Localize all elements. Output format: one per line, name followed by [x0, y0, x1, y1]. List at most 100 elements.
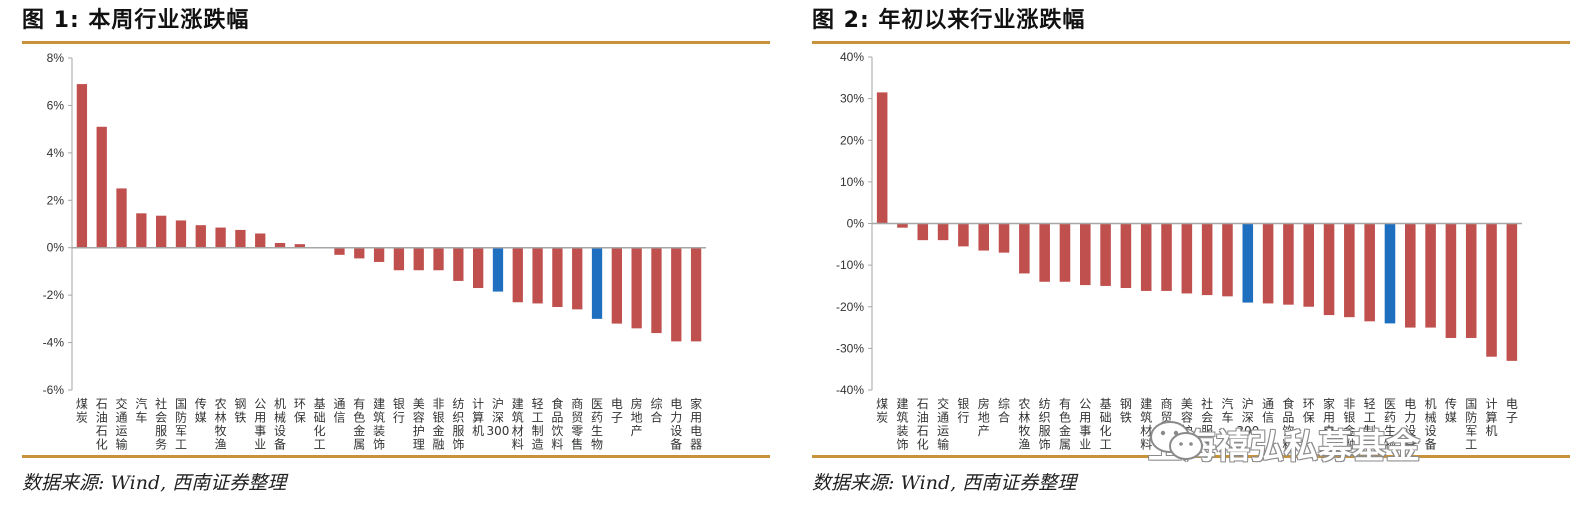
chart-1-top-rule	[22, 41, 770, 44]
bar-交通运输	[937, 223, 949, 241]
x-tick-label: 交通运输	[116, 396, 128, 452]
x-tick-text: 电力设备	[1404, 397, 1416, 452]
bar-轻工制造	[1364, 223, 1375, 322]
x-tick-text: 钢铁	[234, 397, 246, 425]
x-tick-text: 环保	[294, 397, 306, 425]
x-tick-text: 纺织服饰	[452, 397, 464, 452]
bar-煤炭	[76, 84, 88, 248]
x-tick-text: 机械设备	[1425, 397, 1437, 452]
x-tick-label: 电子	[1506, 397, 1518, 425]
bar-汽车	[136, 213, 147, 248]
x-tick-label: 建筑材料	[512, 397, 524, 452]
y-tick-label: 20%	[840, 133, 864, 147]
bar-有色金属	[354, 247, 365, 259]
x-tick-text: 社会服务	[155, 396, 167, 452]
x-tick-label: 综合	[650, 397, 662, 425]
x-tick-label: 有色金属	[353, 397, 365, 452]
bar-传媒	[195, 225, 206, 248]
chart-2-top-rule	[812, 41, 1570, 44]
x-tick-label: 煤炭	[876, 397, 888, 425]
x-tick-label: 医药生物	[591, 397, 603, 452]
x-tick-label: 家用电器	[690, 396, 702, 452]
bar-公用事业	[1080, 223, 1091, 286]
x-tick-text: 轻工制造	[532, 397, 544, 452]
x-tick-label: 汽车	[1221, 396, 1233, 425]
bar-房地产	[631, 247, 642, 329]
x-tick-text: 医药生物	[591, 397, 603, 452]
bar-银行	[958, 223, 969, 247]
bar-社会服务	[156, 215, 167, 248]
bar-建筑材料	[1140, 223, 1152, 291]
bar-钢铁	[235, 229, 246, 248]
bar-社会服务	[1201, 223, 1213, 296]
bar-商贸零售	[572, 247, 583, 310]
x-tick-text: 家用电器	[1323, 396, 1335, 452]
bar-环保	[1303, 223, 1314, 307]
bar-医药生物	[1384, 223, 1396, 324]
x-tick-text: 建筑装饰	[373, 397, 385, 452]
x-tick-label: 石油石化	[96, 397, 108, 452]
bar-通信	[334, 247, 345, 255]
x-tick-text: 计算机	[1486, 397, 1498, 438]
x-tick-text: 石油石化	[96, 397, 108, 452]
y-tick-label: 40%	[840, 50, 864, 64]
x-tick-label: 计算机	[1486, 397, 1498, 438]
bar-汽车	[1222, 223, 1233, 297]
chart-1-source: 数据来源: Wind, 西南证券整理	[22, 472, 287, 494]
x-tick-text: 汽车	[1221, 396, 1233, 425]
y-tick-label: -2%	[43, 288, 65, 302]
x-tick-text: 沪深 300	[487, 397, 510, 438]
x-tick-text: 汽车	[135, 396, 147, 425]
y-tick-label: 10%	[840, 175, 864, 189]
x-tick-text: 纺织服饰	[1039, 397, 1051, 452]
x-tick-label: 电力设备	[1404, 397, 1416, 452]
y-tick-label: 0%	[847, 217, 865, 231]
y-tick-label: 0%	[47, 241, 65, 255]
x-tick-text: 国防军工	[175, 397, 187, 452]
x-tick-text: 煤炭	[876, 397, 888, 425]
bar-非银金融	[1344, 223, 1355, 318]
bar-煤炭	[876, 92, 888, 224]
x-tick-text: 银行	[393, 397, 405, 425]
x-tick-label: 钢铁	[234, 397, 246, 425]
x-tick-text: 交通运输	[937, 396, 949, 452]
x-tick-text: 社会服务	[1201, 396, 1213, 452]
y-tick-label: 8%	[47, 51, 65, 65]
bar-钢铁	[1120, 223, 1132, 289]
x-tick-text: 交通运输	[116, 396, 128, 452]
bar-综合	[651, 247, 662, 334]
x-tick-label: 非银金融	[1343, 397, 1355, 452]
bar-国防军工	[175, 220, 187, 248]
x-tick-label: 建筑材料	[1140, 397, 1152, 452]
x-tick-label: 机械设备	[1425, 397, 1437, 452]
x-tick-label: 银行	[393, 397, 405, 425]
x-tick-text: 房地产	[978, 396, 990, 438]
x-tick-text: 煤炭	[76, 397, 88, 425]
x-tick-label: 交通运输	[937, 396, 949, 452]
x-tick-label: 房地产	[631, 396, 643, 438]
x-tick-text: 电子	[1506, 397, 1518, 425]
bar-电力设备	[1405, 223, 1416, 328]
x-tick-label: 国防军工	[175, 397, 187, 452]
x-tick-label: 国防军工	[1465, 397, 1477, 452]
x-tick-label: 食品饮料	[551, 396, 563, 452]
bar-电子	[611, 247, 622, 324]
y-tick-label: 6%	[47, 98, 65, 112]
x-tick-label: 有色金属	[1059, 397, 1071, 452]
y-tick-label: -4%	[43, 336, 65, 350]
x-tick-text: 食品饮料	[1282, 396, 1294, 452]
x-tick-label: 电力设备	[670, 397, 682, 452]
bar-综合	[998, 223, 1010, 253]
x-tick-label: 社会服务	[155, 396, 167, 452]
x-tick-label: 钢铁	[1120, 397, 1132, 425]
x-tick-label: 美容护理	[413, 397, 425, 452]
bar-轻工制造	[532, 247, 543, 304]
x-tick-label: 商贸零售	[571, 396, 583, 452]
x-tick-text: 传媒	[1445, 396, 1457, 425]
chart-2-source: 数据来源: Wind, 西南证券整理	[812, 472, 1077, 494]
bar-银行	[393, 247, 405, 271]
watermark: 上海禧弘私募基金	[1148, 418, 1420, 468]
x-tick-label: 纺织服饰	[1039, 397, 1051, 452]
x-tick-text: 电子	[611, 397, 623, 425]
x-tick-text: 综合	[998, 397, 1010, 425]
